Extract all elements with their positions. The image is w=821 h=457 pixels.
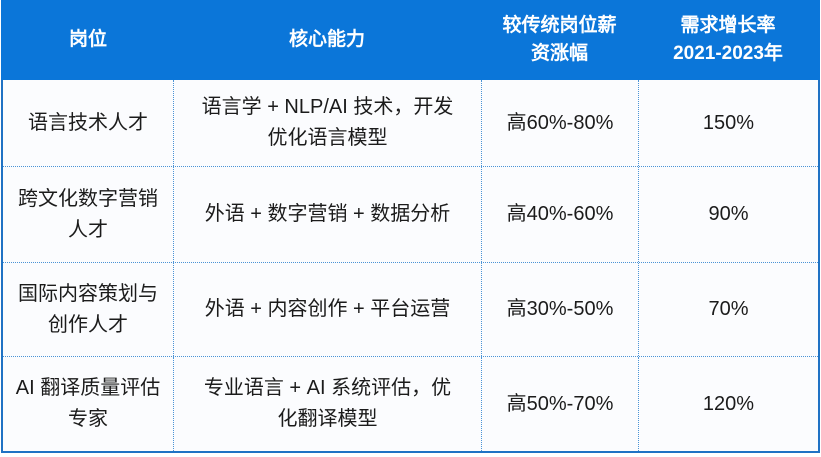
- salary-cell: 高30%-50%: [481, 263, 638, 356]
- salary-cell: 高60%-80%: [481, 80, 638, 166]
- table-row: 语言技术人才 语言学 + NLP/AI 技术，开发 优化语言模型 高60%-80…: [3, 80, 818, 166]
- table-header-row: 岗位 核心能力 较传统岗位薪 资涨幅 需求增长率 2021-2023年: [1, 0, 820, 80]
- position-cell: 跨文化数字营销 人才: [18, 187, 158, 241]
- skills-cell: 外语 + 数字营销 + 数据分析: [173, 167, 481, 262]
- column-header-demand-growth: 需求增长率 2021-2023年: [673, 14, 783, 65]
- table-row: AI 翻译质量评估 专家 专业语言 + AI 系统评估，优 化翻译模型 高50%…: [3, 356, 818, 451]
- growth-cell: 150%: [638, 80, 818, 166]
- growth-cell: 70%: [638, 263, 818, 356]
- table-row: 国际内容策划与 创作人才 外语 + 内容创作 + 平台运营 高30%-50% 7…: [3, 262, 818, 356]
- salary-cell: 高40%-60%: [481, 167, 638, 262]
- position-cell: AI 翻译质量评估 专家: [15, 377, 161, 430]
- skills-cell: 专业语言 + AI 系统评估，优 化翻译模型: [173, 357, 481, 451]
- column-header-core-skills: 核心能力: [288, 28, 365, 50]
- growth-cell: 120%: [638, 357, 818, 451]
- growth-cell: 90%: [638, 167, 818, 262]
- column-header-salary-increase: 较传统岗位薪 资涨幅: [502, 14, 617, 65]
- table-row: 跨文化数字营销 人才 外语 + 数字营销 + 数据分析 高40%-60% 90%: [3, 166, 818, 262]
- salary-cell: 高50%-70%: [481, 357, 638, 451]
- skills-cell: 语言学 + NLP/AI 技术，开发 优化语言模型: [173, 80, 481, 166]
- skills-cell: 外语 + 内容创作 + 平台运营: [173, 263, 481, 356]
- column-header-position: 岗位: [68, 28, 107, 50]
- position-cell: 语言技术人才: [28, 111, 148, 134]
- position-cell: 国际内容策划与 创作人才: [18, 282, 158, 336]
